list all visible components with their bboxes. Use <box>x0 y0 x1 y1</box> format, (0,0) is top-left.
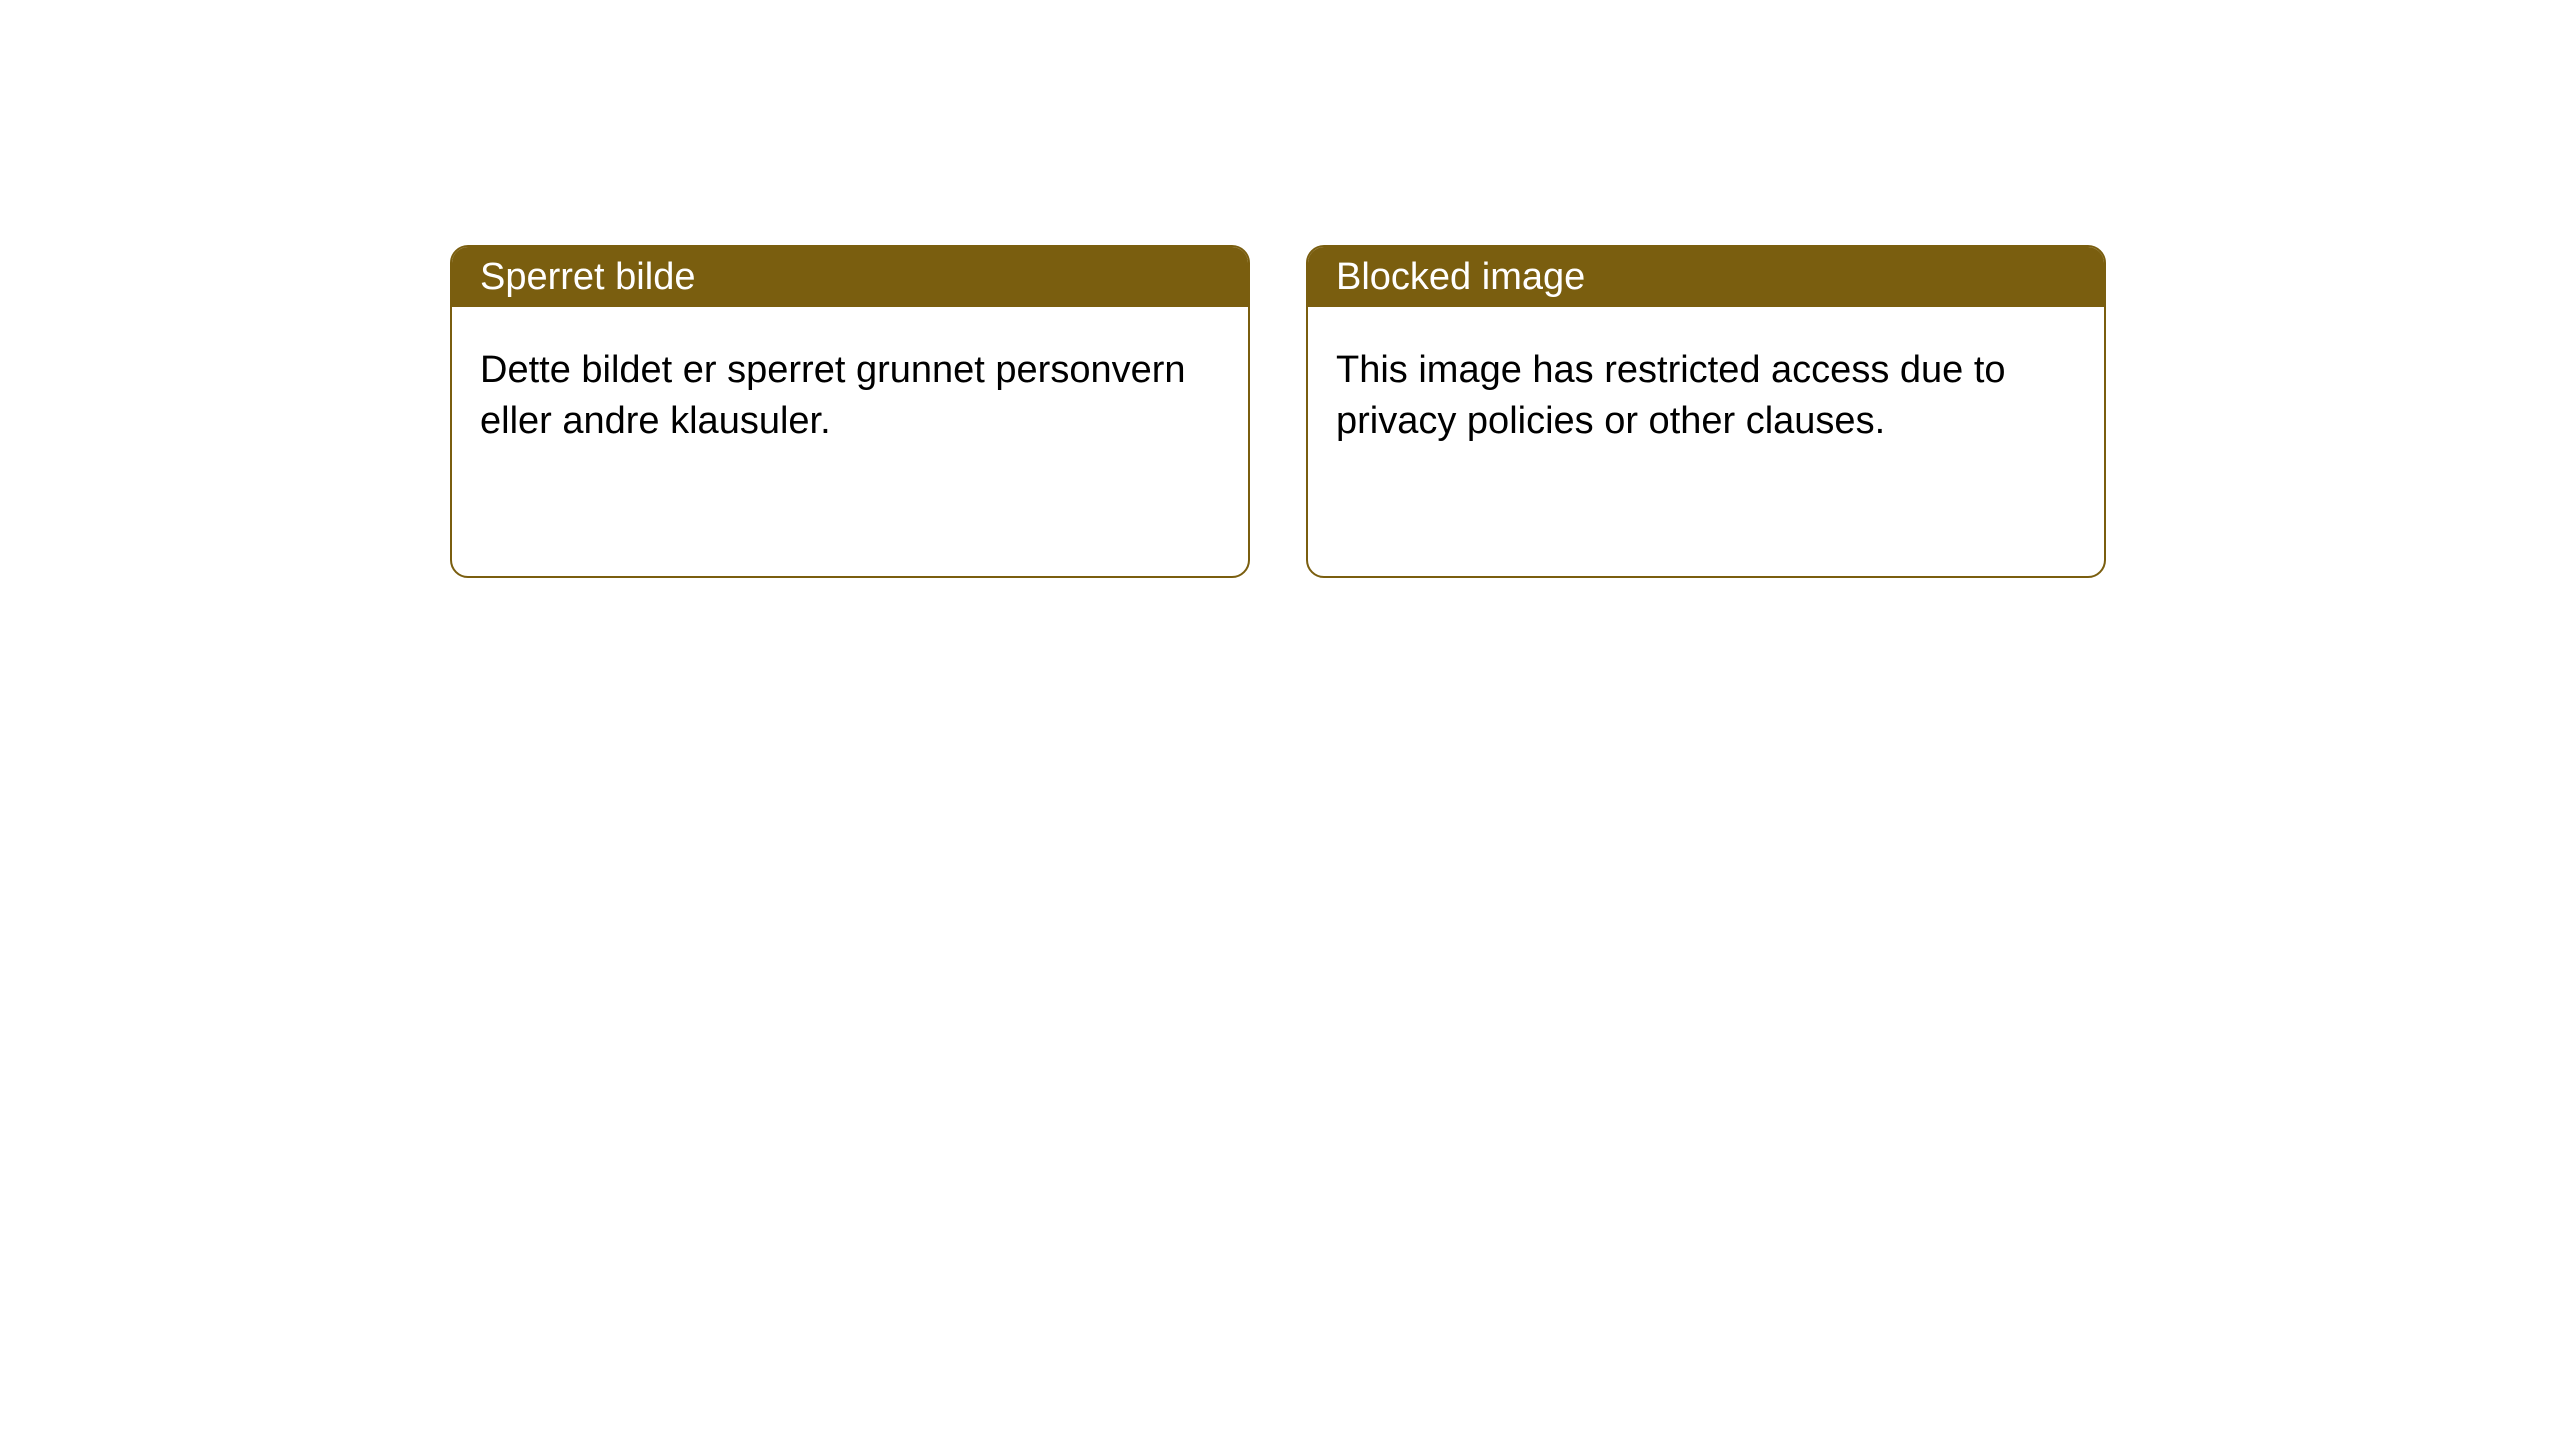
notice-header: Blocked image <box>1308 247 2104 307</box>
notice-title: Sperret bilde <box>480 256 695 299</box>
notice-card-english: Blocked image This image has restricted … <box>1306 245 2106 578</box>
notice-title: Blocked image <box>1336 256 1585 299</box>
notice-body-text: This image has restricted access due to … <box>1336 349 2006 442</box>
notice-header: Sperret bilde <box>452 247 1248 307</box>
notice-container: Sperret bilde Dette bildet er sperret gr… <box>0 0 2560 578</box>
notice-body: This image has restricted access due to … <box>1308 307 2104 486</box>
notice-card-norwegian: Sperret bilde Dette bildet er sperret gr… <box>450 245 1250 578</box>
notice-body-text: Dette bildet er sperret grunnet personve… <box>480 349 1186 442</box>
notice-body: Dette bildet er sperret grunnet personve… <box>452 307 1248 486</box>
